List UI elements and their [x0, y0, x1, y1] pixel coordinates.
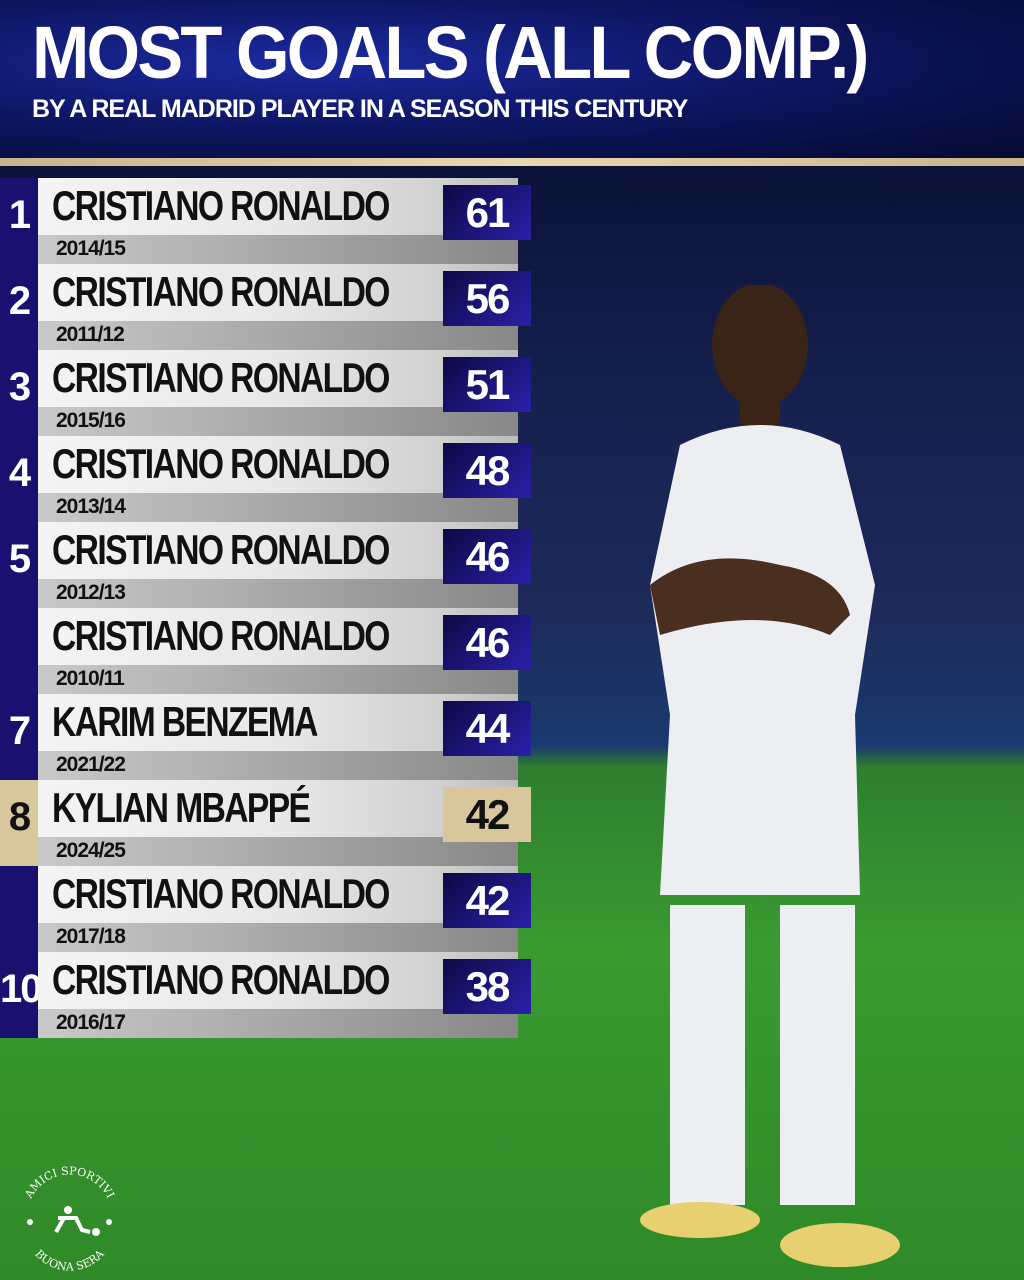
player-name-bar: CRISTIANO RONALDO — [38, 522, 443, 579]
goals-count: 61 — [443, 185, 531, 240]
season-label: 2014/15 — [38, 235, 518, 264]
ranking-row: 3 CRISTIANO RONALDO 2015/16 51 — [0, 350, 535, 436]
goals-count: 38 — [443, 959, 531, 1014]
ranking-row: 8 KYLIAN MBAPPÉ 2024/25 42 — [0, 780, 535, 866]
rank-number: 7 — [0, 694, 38, 780]
ranking-row: 7 KARIM BENZEMA 2021/22 44 — [0, 694, 535, 780]
player-name: CRISTIANO RONALDO — [52, 526, 390, 573]
page-subtitle: BY A REAL MADRID PLAYER IN A SEASON THIS… — [32, 95, 688, 123]
player-name-bar: KYLIAN MBAPPÉ — [38, 780, 443, 837]
player-name-bar: CRISTIANO RONALDO — [38, 264, 443, 321]
player-name: CRISTIANO RONALDO — [52, 956, 390, 1003]
rank-number: 1 — [0, 178, 38, 264]
rank-number: 8 — [0, 780, 38, 866]
goals-count: 56 — [443, 271, 531, 326]
ranking-row: 10 CRISTIANO RONALDO 2016/17 38 — [0, 952, 535, 1038]
player-name: CRISTIANO RONALDO — [52, 354, 390, 401]
header-banner: MOST GOALS (ALL COMP.) BY A REAL MADRID … — [0, 0, 1024, 158]
player-name-bar: CRISTIANO RONALDO — [38, 350, 443, 407]
season-label: 2010/11 — [38, 665, 518, 694]
player-name: CRISTIANO RONALDO — [52, 268, 390, 315]
goals-count: 48 — [443, 443, 531, 498]
page-title: MOST GOALS (ALL COMP.) — [32, 11, 869, 94]
rank-number: 2 — [0, 264, 38, 350]
player-name-bar: CRISTIANO RONALDO — [38, 952, 443, 1009]
season-label: 2013/14 — [38, 493, 518, 522]
goals-count: 46 — [443, 529, 531, 584]
season-label: 2015/16 — [38, 407, 518, 436]
player-name: CRISTIANO RONALDO — [52, 182, 390, 229]
player-name: CRISTIANO RONALDO — [52, 440, 390, 487]
goals-count: 42 — [443, 787, 531, 842]
rank-number — [0, 608, 38, 694]
ranking-row: CRISTIANO RONALDO 2010/11 46 — [0, 608, 535, 694]
amici-sportivi-logo: AMICI SPORTIVI BUONA SERA — [22, 1164, 117, 1274]
goals-count: 46 — [443, 615, 531, 670]
player-name: KARIM BENZEMA — [52, 698, 318, 745]
season-label: 2024/25 — [38, 837, 518, 866]
season-label: 2012/13 — [38, 579, 518, 608]
player-name-bar: CRISTIANO RONALDO — [38, 866, 443, 923]
player-name: KYLIAN MBAPPÉ — [52, 784, 311, 831]
rank-number: 5 — [0, 522, 38, 608]
divider — [0, 158, 1024, 166]
player-name-bar: CRISTIANO RONALDO — [38, 436, 443, 493]
rank-number: 3 — [0, 350, 38, 436]
rank-number — [0, 866, 38, 952]
ranking-row: 4 CRISTIANO RONALDO 2013/14 48 — [0, 436, 535, 522]
ranking-row: 5 CRISTIANO RONALDO 2012/13 46 — [0, 522, 535, 608]
goals-count: 42 — [443, 873, 531, 928]
player-name: CRISTIANO RONALDO — [52, 870, 390, 917]
player-name-bar: CRISTIANO RONALDO — [38, 178, 443, 235]
season-label: 2021/22 — [38, 751, 518, 780]
rank-number: 10 — [0, 952, 43, 1038]
player-name-bar: KARIM BENZEMA — [38, 694, 443, 751]
ranking-row: CRISTIANO RONALDO 2017/18 42 — [0, 866, 535, 952]
ranking-row: 1 CRISTIANO RONALDO 2014/15 61 — [0, 178, 535, 264]
season-label: 2017/18 — [38, 923, 518, 952]
season-label: 2011/12 — [38, 321, 518, 350]
season-label: 2016/17 — [38, 1009, 518, 1038]
player-name-bar: CRISTIANO RONALDO — [38, 608, 443, 665]
goals-count: 44 — [443, 701, 531, 756]
goals-count: 51 — [443, 357, 531, 412]
svg-text:AMICI SPORTIVI: AMICI SPORTIVI — [22, 1164, 117, 1201]
ranking-row: 2 CRISTIANO RONALDO 2011/12 56 — [0, 264, 535, 350]
svg-text:BUONA SERA: BUONA SERA — [32, 1247, 107, 1274]
player-name: CRISTIANO RONALDO — [52, 612, 390, 659]
rank-number: 4 — [0, 436, 38, 522]
player-figure — [640, 285, 900, 1267]
